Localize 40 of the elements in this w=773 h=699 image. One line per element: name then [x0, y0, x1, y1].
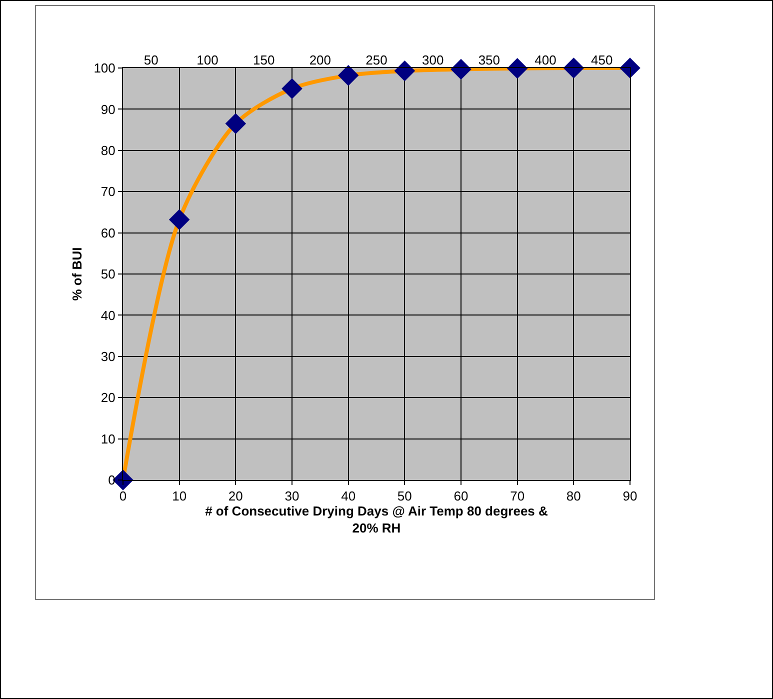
x-tick-label: 40 — [341, 488, 356, 504]
x2-tick-label: 200 — [309, 52, 332, 68]
point — [225, 113, 246, 134]
point — [506, 58, 528, 79]
x2-tick-label: 350 — [478, 52, 500, 68]
x2-tick-label: 100 — [196, 52, 218, 68]
y-tick-label: 60 — [100, 225, 116, 240]
y-tick-label: 20 — [100, 390, 116, 406]
x-tick-label: 30 — [284, 488, 300, 504]
x-axis-title: # of Consecutive Drying Days @ Air Temp 80 degrees & 20% RH — [205, 504, 548, 536]
y-tick-label: 80 — [100, 142, 116, 158]
x2-tick-label: 400 — [534, 52, 556, 68]
x2-tick-label: 150 — [252, 52, 275, 68]
y-tick-label: 90 — [100, 102, 116, 117]
point — [394, 60, 416, 82]
point — [338, 65, 359, 86]
point — [282, 78, 302, 99]
y-tick-label: 50 — [100, 266, 116, 282]
point — [168, 209, 190, 230]
y-tick-label: 40 — [100, 308, 116, 323]
x-tick-label: 10 — [172, 488, 187, 504]
x-tick-label: 90 — [622, 488, 638, 504]
x-tick-label: 50 — [397, 488, 412, 504]
x2-tick-label: 450 — [590, 52, 613, 68]
x2-tick-label: 300 — [422, 52, 444, 68]
x-tick-label: 0 — [119, 488, 127, 504]
x-tick-label: 80 — [566, 488, 581, 504]
y-tick-label: 10 — [100, 431, 116, 446]
x-tick-label: 20 — [228, 488, 243, 504]
y-axis-title: % of BUI — [70, 247, 85, 301]
y-tick-label: 70 — [100, 184, 116, 200]
y-tick-label: 100 — [94, 60, 116, 76]
x2-tick-label: 50 — [144, 52, 158, 68]
point — [450, 58, 472, 80]
y-tick-label: 30 — [100, 348, 116, 364]
x-tick-label: 60 — [454, 488, 468, 504]
x2-tick-label: 250 — [366, 52, 388, 68]
point — [563, 58, 584, 78]
y-tick-label: 0 — [108, 472, 116, 488]
x-tick-label: 70 — [510, 488, 525, 504]
